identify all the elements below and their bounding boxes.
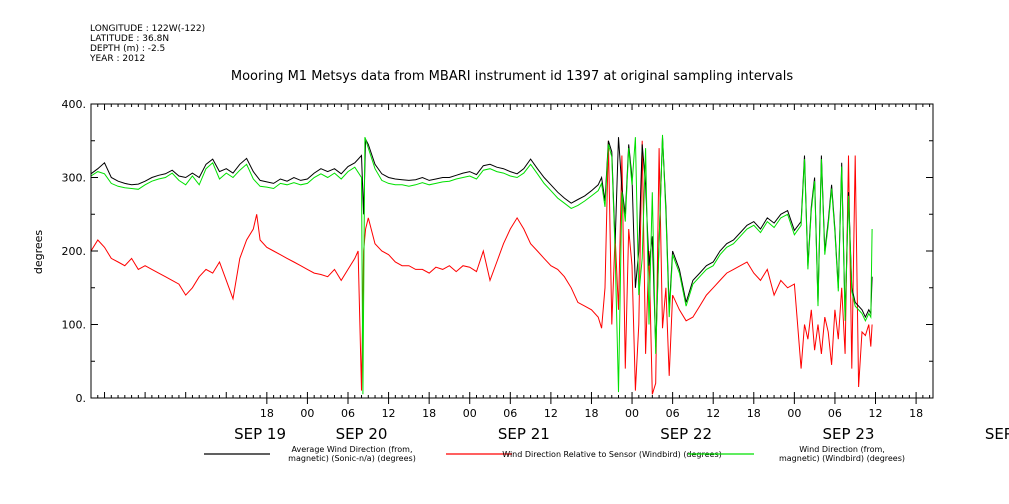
- series-line-1: [90, 137, 873, 347]
- x-tick-label: 06: [828, 407, 842, 420]
- x-tick-label: 18: [909, 407, 923, 420]
- y-tick-label: 100.: [62, 319, 87, 332]
- x-tick-label: 12: [382, 407, 396, 420]
- day-label: SEP 21: [498, 425, 550, 443]
- x-tick-label: 00: [625, 407, 639, 420]
- legend-label: magnetic) (Windbird) (degrees): [779, 454, 905, 463]
- legend-label: magnetic) (Sonic-n/a) (degrees): [288, 454, 416, 463]
- x-tick-label: 18: [584, 407, 598, 420]
- y-tick-label: 400.: [62, 98, 87, 111]
- x-tick-label: 00: [787, 407, 801, 420]
- day-label: SEP 19: [234, 425, 286, 443]
- x-tick-label: 18: [422, 407, 436, 420]
- x-tick-label: 06: [341, 407, 355, 420]
- x-tick-label: 18: [260, 407, 274, 420]
- x-tick-label: 06: [666, 407, 680, 420]
- x-tick-label: 12: [869, 407, 883, 420]
- day-label: SEP 22: [660, 425, 712, 443]
- y-axis-label: degrees: [32, 230, 45, 275]
- legend-label: Wind Direction (from,: [799, 445, 885, 454]
- y-tick-label: 200.: [62, 245, 87, 258]
- meta-year: YEAR : 2012: [89, 54, 145, 64]
- legend-label: Wind Direction Relative to Sensor (Windb…: [502, 450, 722, 459]
- y-tick-label: 0.: [76, 392, 87, 405]
- x-tick-label: 12: [706, 407, 720, 420]
- plot-frame: [90, 103, 934, 399]
- legend: Average Wind Direction (from,magnetic) (…: [204, 445, 905, 463]
- meta-depth: DEPTH (m) : -2.5: [90, 44, 165, 54]
- chart-title: Mooring M1 Metsys data from MBARI instru…: [231, 69, 793, 84]
- legend-label: Average Wind Direction (from,: [291, 445, 412, 454]
- series-line-2: [90, 140, 873, 395]
- axis-tick-labels: 0. 100. 200. 300. 400. 18 00 06 12 18 00 06 12 18 00 06…: [62, 98, 1009, 443]
- meta-latitude: LATITUDE : 36.8N: [90, 34, 169, 44]
- x-tick-label: 06: [503, 407, 517, 420]
- day-label: SEP 24: [985, 425, 1009, 443]
- series-layer: [90, 134, 873, 395]
- x-tick-label: 00: [300, 407, 314, 420]
- y-tick-label: 300.: [62, 172, 87, 185]
- axis-ticks: [90, 103, 933, 404]
- day-label: SEP 20: [336, 425, 388, 443]
- x-tick-label: 18: [747, 407, 761, 420]
- metadata-block: LONGITUDE : 122W(-122) LATITUDE : 36.8N …: [89, 24, 205, 64]
- x-tick-label: 00: [463, 407, 477, 420]
- day-label: SEP 23: [823, 425, 875, 443]
- x-tick-label: 12: [544, 407, 558, 420]
- meta-longitude: LONGITUDE : 122W(-122): [90, 24, 205, 34]
- series-line-3: [90, 134, 873, 395]
